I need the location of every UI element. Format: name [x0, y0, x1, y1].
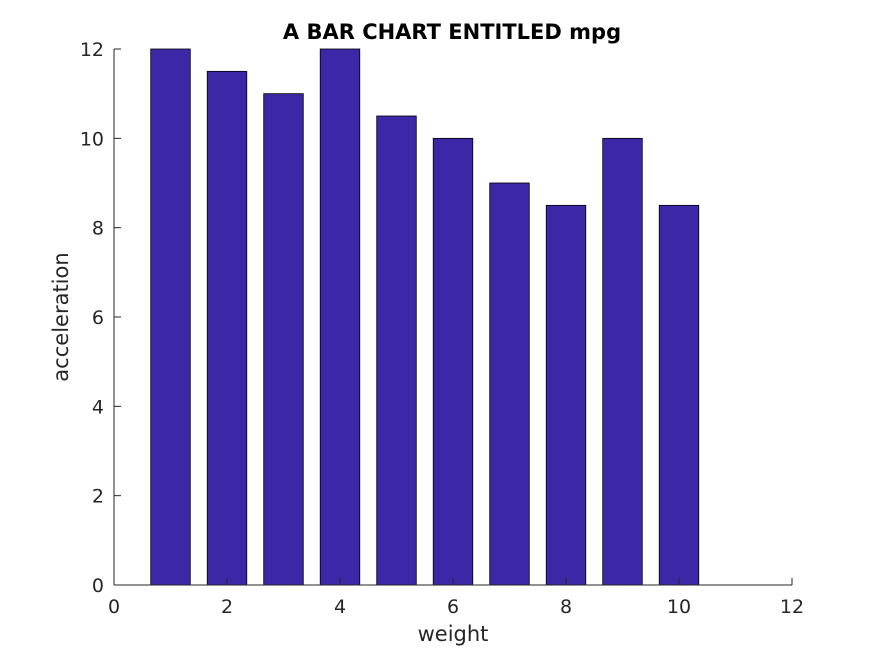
x-tick-label: 12 [780, 596, 804, 618]
y-ticks-group: 0 2 4 6 8 10 12 [80, 39, 121, 597]
bar-2 [206, 70, 248, 586]
y-tick-label: 6 [92, 307, 104, 329]
y-tick-label: 12 [80, 39, 104, 61]
y-axis-label: acceleration [49, 252, 73, 381]
x-ticks-group: 0 2 4 6 8 10 12 [108, 578, 804, 618]
y-tick-label: 2 [92, 486, 104, 508]
x-axis-label: weight [418, 622, 489, 646]
x-tick-label: 0 [108, 596, 120, 618]
y-tick-label: 10 [80, 128, 104, 150]
bar-10 [658, 204, 700, 586]
bar-8 [545, 204, 587, 586]
bar-4 [319, 48, 361, 586]
bar-7 [489, 182, 530, 586]
bar-6 [432, 137, 474, 586]
x-tick-label: 2 [221, 596, 233, 618]
bar-5 [376, 115, 417, 586]
y-tick-label: 8 [92, 218, 104, 240]
y-tick-label: 0 [92, 575, 104, 597]
x-tick-label: 10 [667, 596, 691, 618]
x-tick-label: 4 [334, 596, 346, 618]
bar-3 [263, 93, 304, 586]
bars-group [150, 48, 700, 586]
y-tick-label: 4 [92, 396, 104, 418]
bar-9 [602, 137, 643, 586]
bar-1 [150, 48, 191, 586]
chart-title: A BAR CHART ENTITLED mpg [283, 20, 621, 44]
x-tick-label: 6 [447, 596, 459, 618]
x-tick-label: 8 [560, 596, 572, 618]
